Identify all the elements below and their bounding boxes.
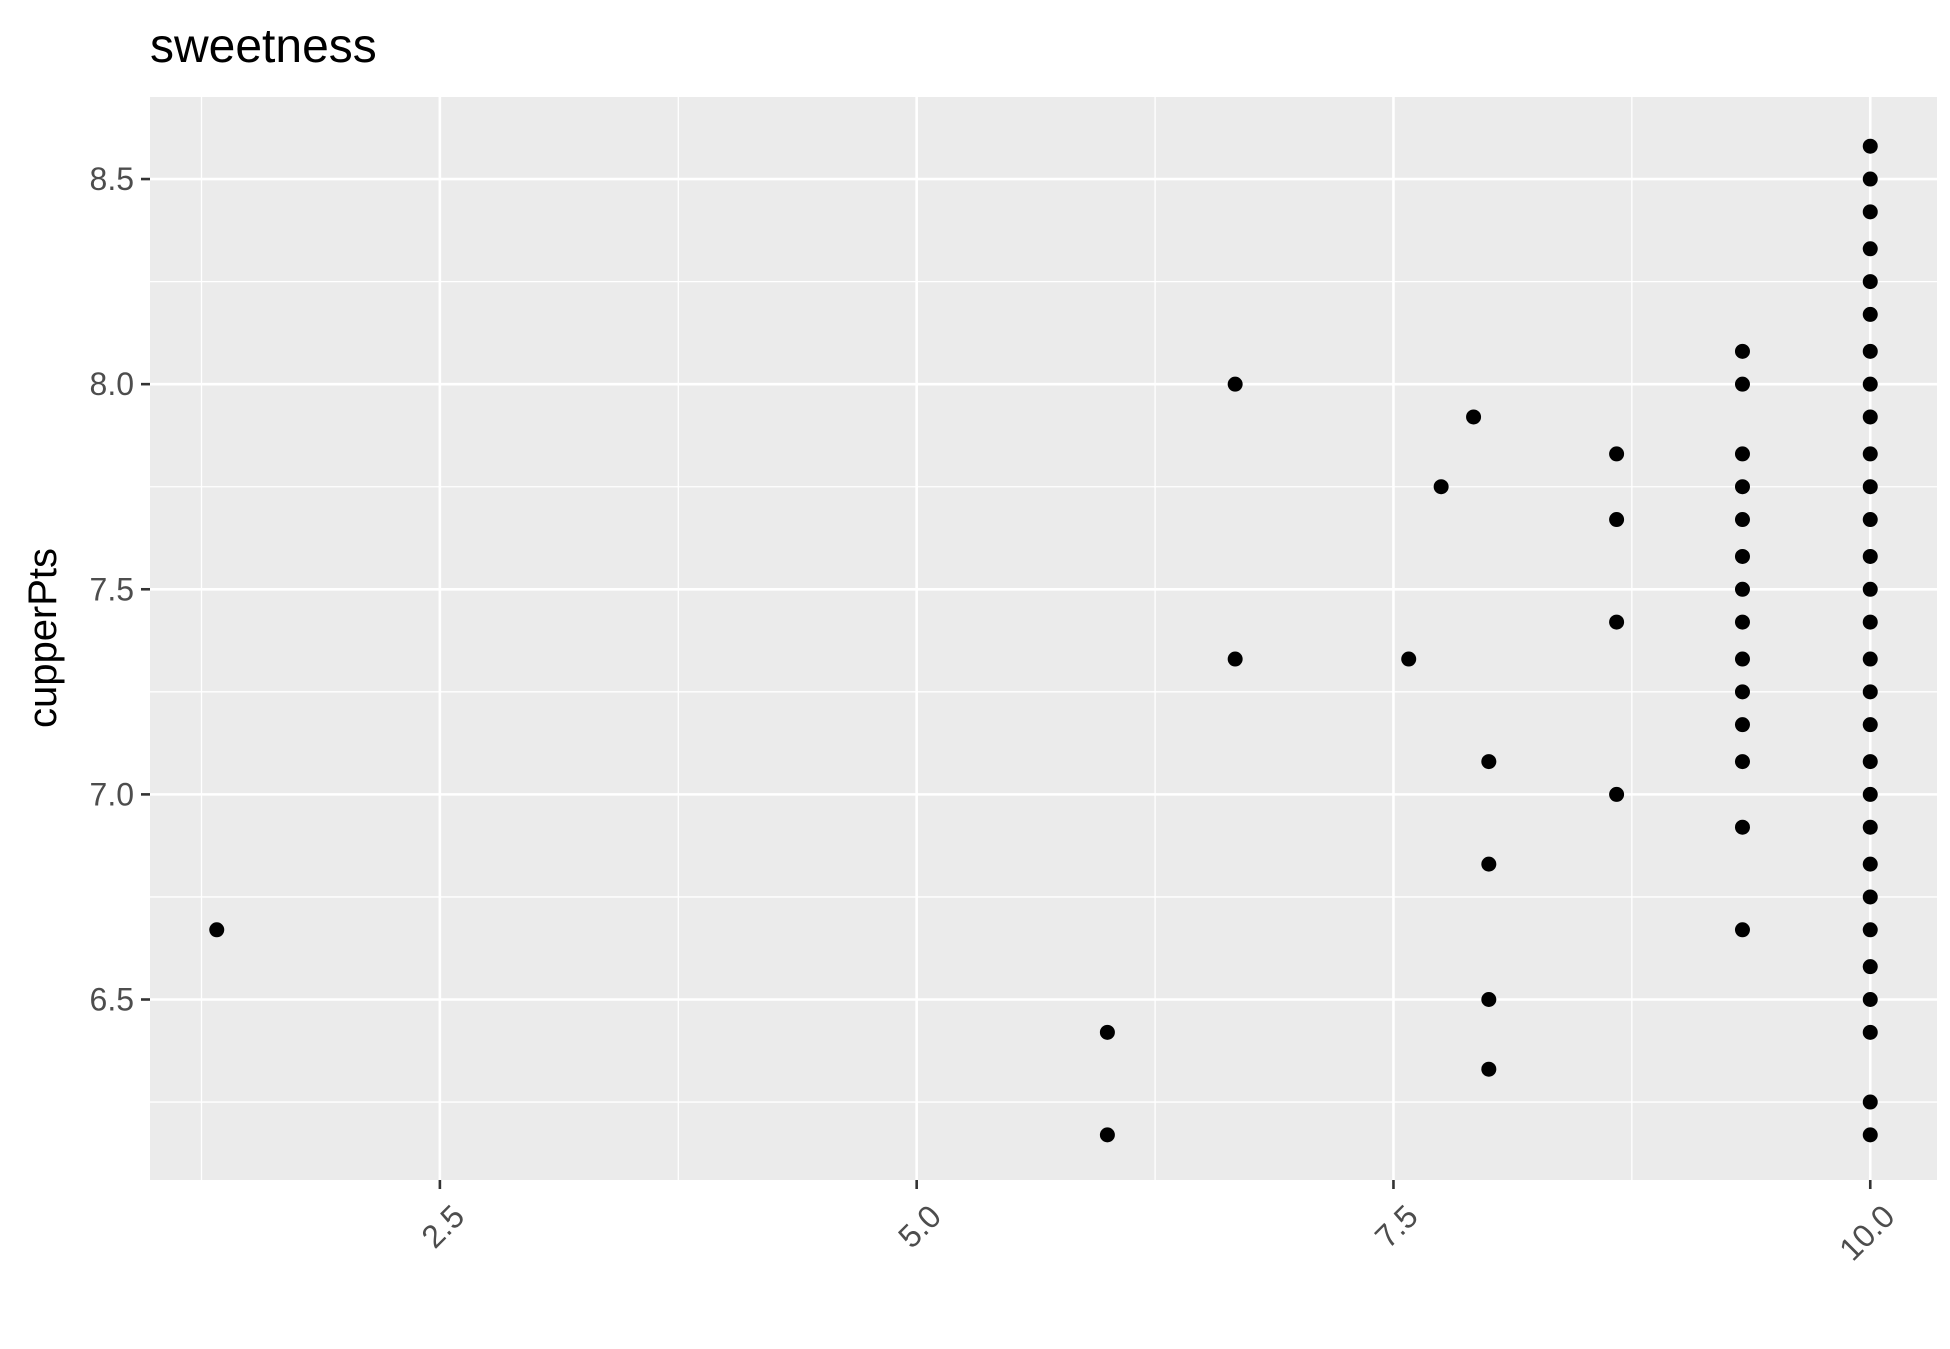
data-point [1862, 581, 1878, 597]
data-point [1734, 581, 1750, 597]
data-point [1466, 409, 1482, 425]
data-point [1099, 1024, 1115, 1040]
data-point [1862, 409, 1878, 425]
y-tick-label: 6.5 [90, 982, 134, 1018]
data-point [1481, 992, 1497, 1007]
data-point [1734, 446, 1750, 462]
y-axis-title: cupperPts [21, 548, 65, 728]
x-tick-label: 2.5 [414, 1198, 471, 1255]
x-tick-label: 10.0 [1832, 1198, 1901, 1267]
data-point [1862, 446, 1878, 462]
data-point [1862, 754, 1878, 770]
data-point [1862, 204, 1878, 220]
data-point [1609, 786, 1625, 802]
data-point [1734, 651, 1750, 667]
data-point [1227, 651, 1243, 667]
data-point [1862, 138, 1878, 154]
data-points [209, 138, 1878, 1143]
data-point [1481, 754, 1497, 770]
data-point [1481, 856, 1497, 872]
data-point [1862, 922, 1878, 938]
data-point [1862, 548, 1878, 564]
data-point [1734, 512, 1750, 528]
data-point [1227, 376, 1243, 392]
data-point [1862, 306, 1878, 322]
data-point [1734, 717, 1750, 733]
data-point [1862, 479, 1878, 495]
data-point [1862, 819, 1878, 835]
data-point [1862, 1127, 1878, 1143]
data-point [209, 922, 225, 938]
data-point [1099, 1127, 1115, 1143]
data-point [1734, 754, 1750, 770]
data-point [1734, 376, 1750, 392]
y-tick-label: 7.5 [90, 571, 134, 607]
data-point [1609, 446, 1625, 462]
data-point [1862, 651, 1878, 667]
plot-panel [150, 97, 1937, 1180]
data-point [1862, 614, 1878, 630]
data-point [1401, 651, 1417, 667]
chart-title: sweetness [150, 20, 377, 73]
data-point [1862, 889, 1878, 905]
x-tick-label: 5.0 [891, 1198, 948, 1255]
y-tick-label: 8.5 [90, 161, 134, 197]
data-point [1734, 548, 1750, 564]
data-point [1734, 614, 1750, 630]
data-point [1734, 684, 1750, 700]
data-point [1862, 1094, 1878, 1110]
data-point [1862, 343, 1878, 359]
data-point [1862, 684, 1878, 700]
data-point [1734, 922, 1750, 938]
data-point [1862, 241, 1878, 257]
data-point [1862, 274, 1878, 290]
data-point [1862, 856, 1878, 872]
data-point [1862, 171, 1878, 187]
data-point [1609, 512, 1625, 528]
data-point [1862, 512, 1878, 528]
data-point [1862, 376, 1878, 392]
y-tick-label: 8.0 [90, 366, 134, 402]
x-tick-label: 7.5 [1368, 1198, 1425, 1255]
data-point [1734, 343, 1750, 359]
data-point [1734, 479, 1750, 495]
data-point [1862, 992, 1878, 1007]
data-point [1433, 479, 1449, 495]
data-point [1862, 786, 1878, 802]
data-point [1734, 819, 1750, 835]
y-tick-label: 7.0 [90, 776, 134, 812]
data-point [1481, 1061, 1497, 1077]
y-axis: 6.5 7.0 7.5 8.0 8.5 [90, 161, 150, 1018]
data-point [1862, 959, 1878, 975]
data-point [1862, 717, 1878, 733]
data-point [1862, 1024, 1878, 1040]
data-point [1609, 614, 1625, 630]
x-axis: 2.5 5.0 7.5 10.0 [414, 1180, 1902, 1267]
